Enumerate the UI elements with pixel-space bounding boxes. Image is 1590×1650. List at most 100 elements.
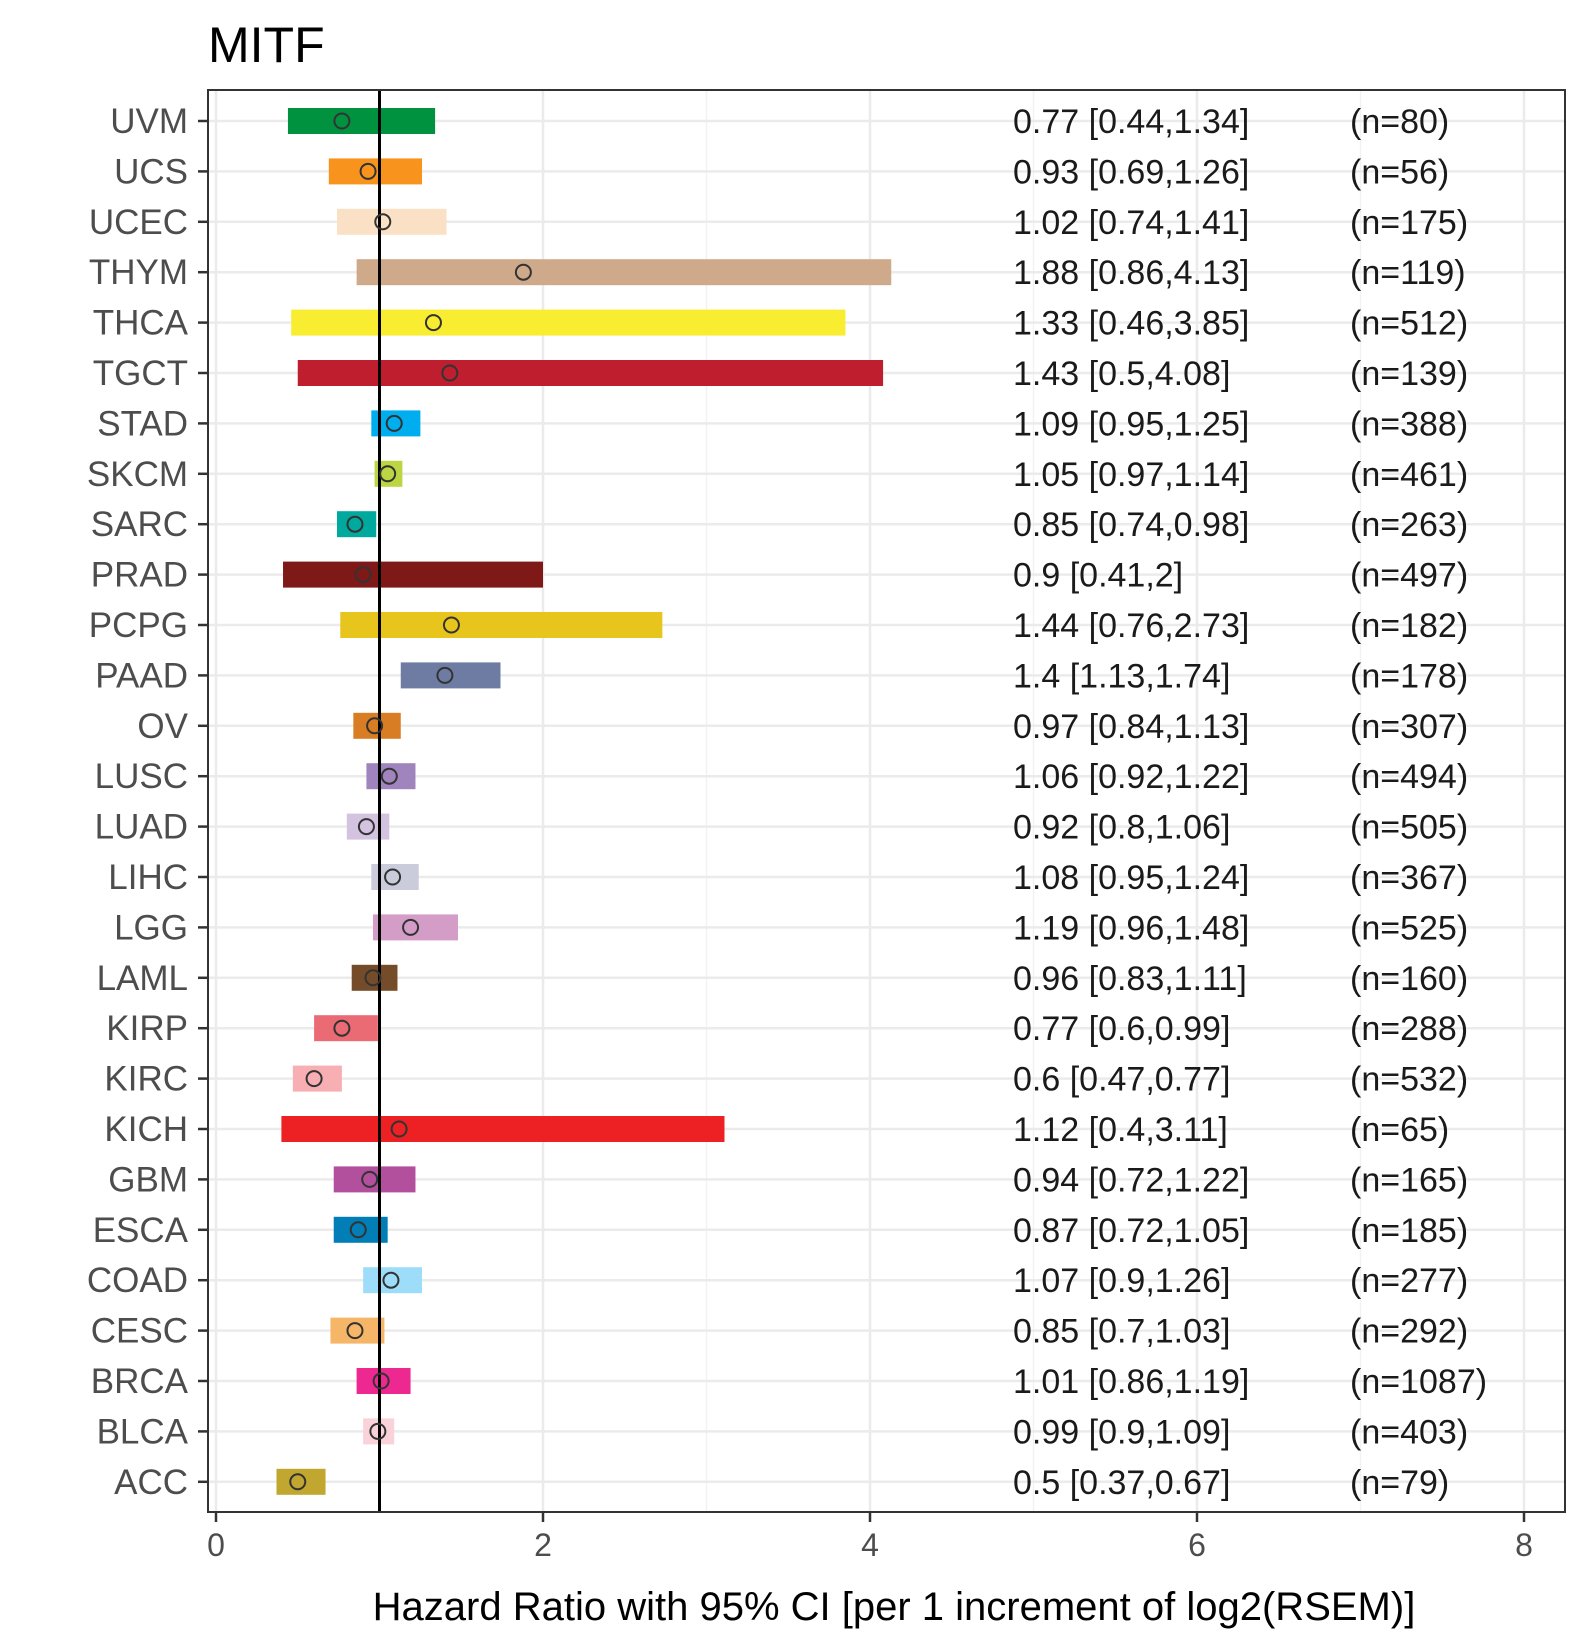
sample-size-label: (n=367) [1350, 859, 1468, 897]
sample-size-label: (n=185) [1350, 1212, 1468, 1250]
sample-size-label: (n=119) [1350, 254, 1466, 292]
hr-ci-label: 1.4 [1.13,1.74] [1013, 657, 1230, 695]
y-tick-label-pcpg: PCPG [89, 606, 188, 645]
hr-ci-label: 0.9 [0.41,2] [1013, 557, 1183, 595]
hr-ci-label: 1.02 [0.74,1.41] [1013, 204, 1249, 242]
hr-ci-label: 1.01 [0.86,1.19] [1013, 1363, 1249, 1401]
hr-point-coad [382, 1271, 400, 1289]
y-axis: UVM UCS UCEC THYM THCA TGCT STAD SKCM SARC PRAD PC… [87, 102, 208, 1502]
sample-size-label: (n=288) [1350, 1010, 1468, 1048]
hr-ci-label: 1.07 [0.9,1.26] [1013, 1262, 1230, 1300]
hr-ci-label: 1.08 [0.95,1.24] [1013, 859, 1249, 897]
sample-size-label: (n=1087) [1350, 1363, 1487, 1401]
x-tick-label: 4 [861, 1527, 879, 1563]
y-tick-label-blca: BLCA [97, 1412, 189, 1451]
y-tick-label-acc: ACC [114, 1463, 188, 1502]
y-tick-label-ov: OV [137, 707, 188, 746]
y-tick-label-laml: LAML [97, 959, 188, 998]
hr-point-esca [349, 1221, 367, 1239]
hr-point-tgct [441, 364, 459, 382]
y-tick-label-ucs: UCS [114, 152, 188, 191]
panel-border [207, 89, 1566, 1513]
annotations: 0.77 [0.44,1.34] (n=80) 0.93 [0.69,1.26] (n… [1013, 103, 1487, 1502]
hr-point-ucec [374, 213, 392, 231]
ci-bar-cesc [330, 1317, 385, 1344]
hr-ci-label: 0.97 [0.84,1.13] [1013, 708, 1249, 746]
y-tick-label-coad: COAD [87, 1261, 188, 1300]
hr-point-kirp [333, 1019, 351, 1037]
hr-point-lihc [384, 868, 402, 886]
hr-ci-label: 1.88 [0.86,4.13] [1013, 254, 1249, 292]
sample-size-label: (n=525) [1350, 909, 1468, 947]
ci-bar-brca [356, 1368, 411, 1394]
hr-point-lgg [402, 918, 420, 936]
hr-ci-label: 0.92 [0.8,1.06] [1013, 809, 1230, 847]
ci-bar-coad [363, 1267, 423, 1294]
hr-ci-label: 1.19 [0.96,1.48] [1013, 909, 1249, 947]
hr-ci-label: 0.94 [0.72,1.22] [1013, 1161, 1249, 1199]
hr-ci-label: 1.12 [0.4,3.11] [1013, 1111, 1228, 1149]
hr-ci-label: 0.77 [0.44,1.34] [1013, 103, 1249, 141]
hr-point-ov [366, 717, 384, 735]
hr-points [289, 112, 532, 1491]
y-tick-label-lusc: LUSC [95, 757, 188, 796]
hr-point-kirc [305, 1070, 323, 1088]
sample-size-label: (n=307) [1350, 708, 1468, 746]
ci-bar-lusc [366, 763, 416, 790]
y-tick-label-prad: PRAD [91, 556, 188, 595]
y-tick-label-brca: BRCA [91, 1362, 189, 1401]
hr-ci-label: 1.05 [0.97,1.14] [1013, 456, 1249, 494]
y-tick-label-paad: PAAD [95, 656, 188, 695]
ci-bar-tgct [297, 360, 884, 386]
y-tick-label-lihc: LIHC [108, 858, 188, 897]
y-tick-label-uvm: UVM [110, 102, 188, 141]
hr-point-thym [514, 263, 532, 281]
hr-ci-label: 0.5 [0.37,0.67] [1013, 1464, 1230, 1502]
y-tick-label-esca: ESCA [93, 1211, 189, 1250]
hr-point-kich [390, 1120, 408, 1138]
ci-bar-kich [281, 1116, 725, 1142]
y-tick-label-lgg: LGG [114, 908, 188, 947]
hr-point-luad [357, 818, 375, 836]
y-tick-label-cesc: CESC [91, 1312, 188, 1351]
hr-point-skcm [379, 465, 397, 483]
hr-ci-label: 0.93 [0.69,1.26] [1013, 153, 1249, 191]
y-tick-label-kich: KICH [104, 1110, 188, 1149]
x-axis-label: Hazard Ratio with 95% CI [per 1 incremen… [373, 1585, 1416, 1629]
ci-bar-acc [276, 1468, 326, 1495]
y-tick-label-stad: STAD [97, 404, 188, 443]
ci-bar-kirp [314, 1015, 378, 1042]
hr-ci-label: 0.6 [0.47,0.77] [1013, 1061, 1230, 1099]
hr-point-blca [369, 1422, 387, 1440]
sample-size-label: (n=497) [1350, 557, 1468, 595]
hr-point-lusc [380, 767, 398, 785]
sample-size-label: (n=494) [1350, 758, 1468, 796]
hr-point-laml [364, 969, 382, 987]
hr-ci-label: 1.33 [0.46,3.85] [1013, 305, 1249, 343]
hr-ci-label: 0.85 [0.74,0.98] [1013, 506, 1249, 544]
hr-point-sarc [346, 515, 364, 533]
sample-size-label: (n=182) [1350, 607, 1468, 645]
sample-size-label: (n=80) [1350, 103, 1449, 141]
sample-size-label: (n=277) [1350, 1262, 1468, 1300]
x-axis: 0 2 4 6 8 [207, 1512, 1533, 1563]
ci-bar-ucec [336, 208, 447, 235]
sample-size-label: (n=512) [1350, 305, 1468, 343]
sample-size-label: (n=532) [1350, 1061, 1468, 1099]
hr-point-stad [385, 414, 403, 432]
hr-ci-label: 0.99 [0.9,1.09] [1013, 1413, 1230, 1451]
y-tick-label-sarc: SARC [91, 505, 188, 544]
ci-bar-lgg [372, 914, 458, 941]
sample-size-label: (n=263) [1350, 506, 1468, 544]
hr-point-uvm [333, 112, 351, 130]
ci-bar-laml [351, 964, 398, 991]
x-tick-label: 8 [1515, 1527, 1533, 1563]
ci-bar-uvm [287, 108, 436, 134]
ci-bar-thym [356, 259, 892, 286]
hr-ci-label: 1.44 [0.76,2.73] [1013, 607, 1249, 645]
hr-point-thca [424, 314, 442, 332]
sample-size-label: (n=403) [1350, 1413, 1468, 1451]
ci-bar-sarc [336, 511, 377, 538]
sample-size-label: (n=178) [1350, 657, 1468, 695]
